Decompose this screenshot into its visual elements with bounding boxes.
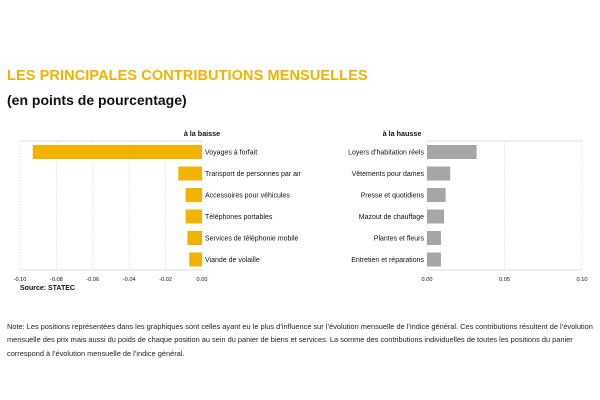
tick-label-up-1: 0.05 [499, 277, 510, 283]
bar-down-5 [187, 231, 202, 245]
panel-title-up: à la hausse [383, 129, 422, 138]
chart-title: LES PRINCIPALES CONTRIBUTIONS MENSUELLES [7, 68, 368, 84]
source-label: Source: STATEC [20, 285, 75, 292]
bar-down-6 [189, 252, 202, 267]
category-label-down-2: Transport de personnes par air [205, 171, 302, 178]
tick-label-up-2: 0.10 [577, 277, 588, 283]
bar-down-3 [185, 188, 202, 202]
category-label-down-3: Accessoires pour véhicules [205, 193, 290, 200]
category-label-up-1: Loyers d’habitation réels [348, 150, 424, 157]
category-label-down-4: Téléphones portables [205, 214, 273, 221]
footnote: Note: Les positions représentées dans le… [7, 322, 593, 358]
category-label-up-3: Presse et quotidiens [361, 193, 425, 200]
bar-up-3 [427, 188, 446, 202]
category-label-up-2: Vêtements pour dames [352, 171, 425, 178]
category-label-down-6: Viande de volaille [205, 257, 260, 264]
category-label-down-5: Services de téléphonie mobile [205, 236, 298, 243]
category-label-up-4: Mazout de chauffage [359, 214, 424, 221]
chart-subtitle: (en points de pourcentage) [7, 92, 187, 108]
bar-up-1 [427, 145, 477, 159]
bar-up-5 [427, 231, 441, 245]
tick-label-down-3: -0.04 [123, 277, 136, 283]
bar-down-4 [185, 209, 202, 224]
category-label-up-6: Entretien et réparations [351, 257, 424, 264]
bar-down-2 [178, 166, 202, 181]
bar-down-1 [32, 145, 202, 159]
panel-title-down: à la baisse [184, 129, 220, 138]
tick-label-down-0: -0.10 [14, 277, 27, 283]
tick-label-down-4: -0.02 [159, 277, 172, 283]
category-label-up-5: Plantes et fleurs [374, 236, 425, 243]
bar-up-6 [427, 252, 441, 267]
category-label-down-1: Voyages à forfait [205, 150, 257, 157]
bar-up-2 [427, 166, 451, 181]
bar-up-4 [427, 209, 445, 224]
tick-label-up-0: 0.00 [422, 277, 433, 283]
tick-label-down-2: -0.06 [86, 277, 99, 283]
tick-label-down-1: -0.08 [50, 277, 63, 283]
tick-label-down-5: 0.00 [197, 277, 208, 283]
